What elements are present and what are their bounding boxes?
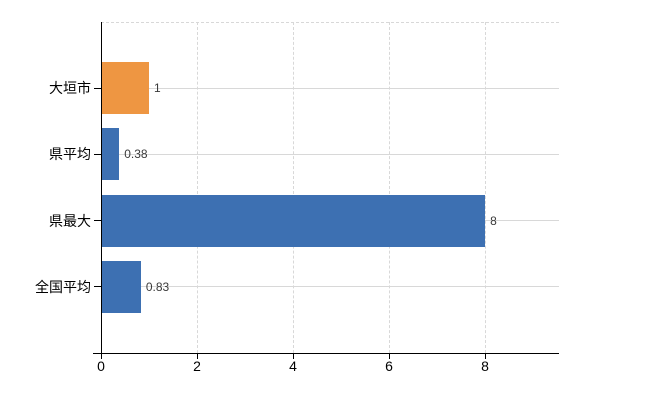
x-tick-label: 6 [385, 358, 393, 374]
h-gridline [101, 153, 559, 155]
bar [101, 128, 120, 181]
bar [101, 194, 486, 247]
v-gridline [484, 22, 486, 353]
bar [101, 260, 141, 313]
plot-area: 1 0.38 8 0.83 [93, 22, 559, 359]
x-tick-mark [196, 354, 198, 359]
bar-value-label: 0.83 [145, 279, 170, 294]
bar [101, 62, 149, 115]
plot-top-border [101, 22, 559, 23]
bar-value-label: 0.38 [124, 147, 148, 162]
y-tick-mark [94, 286, 101, 288]
x-tick-label: 4 [289, 358, 297, 374]
x-tick-mark [484, 354, 486, 359]
y-tick-mark [94, 87, 101, 89]
v-gridline [292, 22, 294, 353]
bar-value-label: 1 [154, 81, 161, 96]
category-label: 大垣市 [49, 80, 91, 97]
x-tick-mark [292, 354, 294, 359]
category-label: 全国平均 [35, 278, 91, 295]
x-tick-mark [388, 354, 390, 359]
category-label: 県平均 [49, 146, 91, 163]
x-axis-line [93, 353, 559, 354]
category-label: 県最大 [49, 212, 91, 229]
h-gridline [101, 87, 559, 89]
v-gridline [388, 22, 390, 353]
x-tick-label: 0 [97, 358, 105, 374]
y-tick-mark [94, 220, 101, 222]
bar-value-label: 8 [490, 213, 497, 228]
y-axis-line [101, 22, 102, 359]
h-gridline [101, 286, 559, 288]
x-tick-label: 2 [193, 358, 201, 374]
v-gridline [196, 22, 198, 353]
x-tick-label: 8 [481, 358, 489, 374]
y-tick-mark [94, 153, 101, 155]
